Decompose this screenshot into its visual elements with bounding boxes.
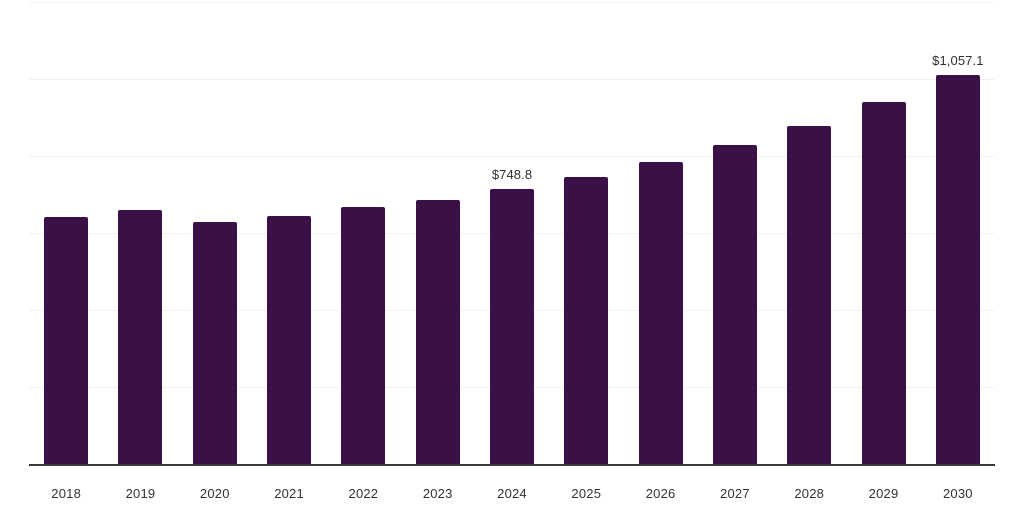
bar[interactable]	[638, 162, 683, 466]
bar[interactable]	[341, 206, 386, 466]
x-axis-tick-label: 2024	[497, 486, 527, 501]
x-axis-tick-label: 2022	[348, 486, 379, 501]
x-axis-tick-label: 2018	[51, 486, 82, 501]
bar[interactable]	[712, 144, 757, 466]
bar-group	[564, 0, 609, 466]
bar-group	[341, 0, 386, 466]
x-axis-line	[29, 464, 995, 466]
gridline	[29, 79, 995, 80]
bar-group	[712, 0, 757, 466]
bar[interactable]	[935, 75, 980, 466]
bar[interactable]	[118, 209, 163, 466]
bar-value-label: $1,057.1	[932, 53, 984, 69]
gridline	[29, 156, 995, 157]
x-axis-tick-label: 2026	[645, 486, 676, 501]
x-axis-tick-label: 2023	[422, 486, 453, 501]
bar[interactable]	[415, 199, 460, 466]
bar[interactable]	[192, 222, 237, 466]
x-axis-tick-label: 2028	[794, 486, 825, 501]
x-axis-tick-label: 2025	[571, 486, 602, 501]
bar-group	[638, 0, 683, 466]
bar-group	[44, 0, 89, 466]
bar-group	[118, 0, 163, 466]
bar[interactable]	[787, 126, 832, 466]
x-axis-tick-label: 2019	[125, 486, 156, 501]
bar-group: $1,057.1	[932, 0, 983, 466]
x-axis-tick-labels: 2018 2019 2020 2021 2022 2023 2024 2025 2026 2027…	[0, 466, 1024, 512]
x-axis-tick-label: 2029	[868, 486, 899, 501]
bar-group	[267, 0, 312, 466]
bar-group: $748.8	[490, 0, 534, 466]
bar-group	[861, 0, 906, 466]
x-axis-tick-label: 2020	[199, 486, 230, 501]
bar[interactable]	[44, 217, 89, 466]
bars-layer: $748.8 $1,057.1	[44, 0, 983, 466]
x-axis-tick-label: 2027	[720, 486, 750, 501]
bar[interactable]	[861, 102, 906, 466]
bar-group	[192, 0, 237, 466]
bar-value-label: $748.8	[491, 167, 533, 183]
bar[interactable]	[564, 176, 609, 466]
bar-group	[787, 0, 832, 466]
gridline	[29, 2, 995, 3]
bar-group	[415, 0, 460, 466]
bar[interactable]	[267, 216, 312, 466]
bar[interactable]	[490, 189, 534, 466]
x-axis-tick-label: 2030	[942, 486, 973, 501]
x-axis-tick-label: 2021	[274, 486, 304, 501]
